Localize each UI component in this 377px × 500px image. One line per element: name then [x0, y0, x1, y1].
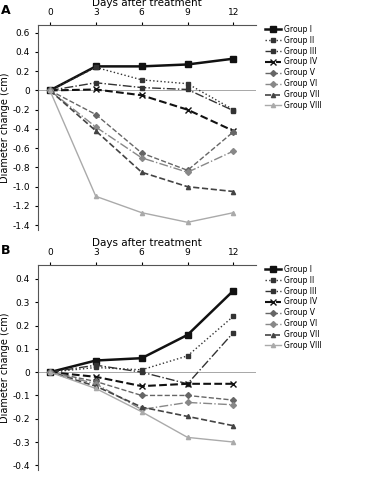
Text: B: B: [0, 244, 10, 258]
X-axis label: Days after treatment: Days after treatment: [92, 0, 202, 8]
Text: A: A: [0, 4, 10, 18]
Y-axis label: Diameter change (cm): Diameter change (cm): [0, 72, 10, 182]
Legend: Group I, Group II, Group III, Group IV, Group V, Group VI, Group VII, Group VIII: Group I, Group II, Group III, Group IV, …: [265, 24, 322, 110]
Legend: Group I, Group II, Group III, Group IV, Group V, Group VI, Group VII, Group VIII: Group I, Group II, Group III, Group IV, …: [265, 264, 322, 350]
X-axis label: Days after treatment: Days after treatment: [92, 238, 202, 248]
Y-axis label: Diameter change (cm): Diameter change (cm): [0, 312, 10, 423]
